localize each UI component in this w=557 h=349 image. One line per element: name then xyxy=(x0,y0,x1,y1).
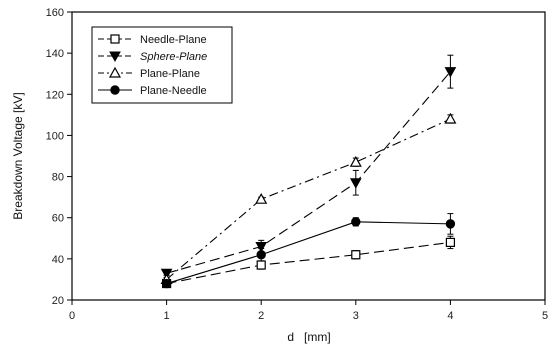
y-tick-label: 120 xyxy=(46,89,64,101)
legend-item: Plane-Needle xyxy=(98,85,207,97)
y-tick-label: 140 xyxy=(46,48,64,60)
x-tick-label: 4 xyxy=(447,310,453,322)
legend-item: Sphere-Plane xyxy=(98,51,207,63)
legend-item: Plane-Plane xyxy=(98,66,200,80)
series-plane-plane xyxy=(160,112,457,285)
marker xyxy=(445,219,456,229)
marker xyxy=(444,112,457,124)
marker xyxy=(444,67,457,78)
marker xyxy=(110,85,120,95)
x-tick-label: 3 xyxy=(353,310,359,322)
marker xyxy=(445,237,455,247)
series-line xyxy=(166,71,451,274)
y-axis: 20 40 60 80 100 120 140 160 xyxy=(46,7,72,307)
y-tick-label: 160 xyxy=(46,7,64,19)
legend-label: Needle-Plane xyxy=(140,34,207,46)
y-tick-label: 100 xyxy=(46,130,64,142)
series-line xyxy=(166,118,451,280)
series-layer xyxy=(160,54,457,289)
series-line xyxy=(166,241,451,285)
y-tick-label: 80 xyxy=(52,172,64,184)
marker xyxy=(109,51,121,63)
series-line xyxy=(166,221,451,285)
plot-area xyxy=(71,11,546,301)
marker xyxy=(349,155,362,167)
legend: Needle-Plane Sphere-Plane Plane-Plane Plane… xyxy=(91,26,233,104)
marker xyxy=(161,278,172,289)
series-needle-plane xyxy=(162,235,455,289)
legend-label: Plane-Needle xyxy=(140,85,207,97)
marker xyxy=(108,66,122,78)
marker xyxy=(351,250,361,260)
marker xyxy=(256,260,266,270)
legend-label: Sphere-Plane xyxy=(140,51,207,63)
x-tick-label: 0 xyxy=(69,310,75,322)
marker xyxy=(256,250,266,260)
plot-frame xyxy=(71,11,546,301)
marker xyxy=(255,242,268,253)
marker xyxy=(255,192,268,204)
series-plane-needle xyxy=(161,213,456,289)
x-tick-label: 5 xyxy=(542,310,548,322)
legend-label: Plane-Plane xyxy=(140,68,200,80)
legend-item: Needle-Plane xyxy=(98,34,207,46)
marker xyxy=(110,34,120,44)
x-axis-title: d [mm] xyxy=(287,330,330,344)
y-tick-label: 20 xyxy=(52,295,64,307)
x-tick-label: 2 xyxy=(258,310,264,322)
x-tick-label: 1 xyxy=(164,310,170,322)
marker xyxy=(349,178,362,189)
y-tick-label: 40 xyxy=(52,254,64,266)
y-axis-title: Breakdown Voltage [kV] xyxy=(11,92,25,219)
x-axis: 0 1 2 3 4 5 xyxy=(69,300,548,322)
y-tick-label: 60 xyxy=(52,213,64,225)
marker xyxy=(351,217,361,227)
